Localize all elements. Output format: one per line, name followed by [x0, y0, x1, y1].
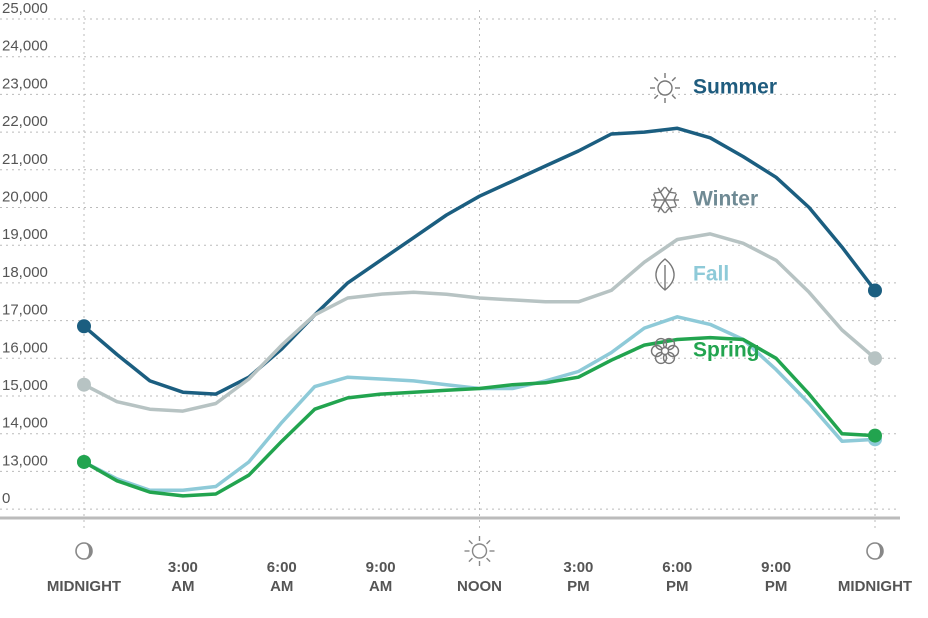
sun-ray [653, 76, 659, 82]
y-tick-label: 24,000 [2, 38, 48, 55]
end-dot [868, 428, 882, 443]
y-tick-label: 16,000 [2, 339, 48, 356]
end-dot [868, 283, 882, 298]
flake-tip [673, 193, 678, 201]
icon-flower [650, 337, 680, 365]
flake-arm [657, 199, 666, 213]
flake-tip [673, 199, 678, 207]
series-label: Summer [693, 76, 777, 99]
y-tick-label: 21,000 [2, 151, 48, 168]
icon-sun [464, 536, 495, 566]
flake-tip [669, 206, 677, 209]
petal [654, 351, 668, 365]
x-tick-label: PM [666, 578, 689, 595]
flower-core [660, 346, 670, 356]
y-tick-label: 0 [2, 490, 10, 507]
x-tick-label: AM [171, 578, 194, 595]
y-tick-label: 19,000 [2, 226, 48, 243]
flake-tip [669, 191, 677, 194]
sun-core [471, 543, 488, 559]
flake-tip [652, 193, 657, 201]
sun-ray [653, 94, 659, 100]
x-tick-label: 9:00 [761, 559, 791, 576]
flake-tip [652, 199, 657, 207]
series-line [83, 232, 877, 413]
end-dot [77, 377, 91, 392]
x-tick-label: PM [765, 578, 788, 595]
sun-ray [486, 557, 491, 563]
icon-moon [75, 542, 93, 560]
x-tick-label: 9:00 [366, 559, 396, 576]
petal [662, 351, 676, 365]
flake-tip [659, 207, 666, 214]
x-tick-label: MIDNIGHT [47, 578, 121, 595]
flake-tip [664, 207, 671, 214]
moon-fill [875, 543, 883, 559]
petal [654, 337, 668, 351]
icon-sun [650, 73, 680, 103]
end-dot [868, 351, 882, 366]
end-dot [77, 454, 91, 469]
y-tick-label: 25,000 [2, 0, 48, 17]
series-label: Spring [693, 339, 760, 362]
y-tick-label: 20,000 [2, 188, 48, 205]
moon-fill [84, 543, 92, 559]
sun-core [657, 80, 673, 96]
x-tick-label: 6:00 [267, 559, 297, 576]
y-tick-label: 22,000 [2, 113, 48, 130]
sun-ray [671, 76, 677, 82]
series-line [83, 335, 876, 498]
sun-ray [671, 94, 677, 100]
y-tick-label: 23,000 [2, 75, 48, 92]
x-tick-label: MIDNIGHT [838, 578, 912, 595]
y-tick-label: 15,000 [2, 377, 48, 394]
y-tick-label: 17,000 [2, 302, 48, 319]
x-tick-label: 6:00 [662, 559, 692, 576]
x-tick-label: NOON [457, 578, 502, 595]
series-label: Fall [693, 263, 729, 286]
x-tick-label: 3:00 [563, 559, 593, 576]
y-tick-label: 18,000 [2, 264, 48, 281]
x-tick-label: 3:00 [168, 559, 198, 576]
x-tick-label: PM [567, 578, 590, 595]
flake-tip [653, 191, 661, 194]
icon-leaf [655, 258, 675, 291]
series-line [82, 126, 877, 396]
flake-arm [664, 187, 673, 201]
petal [662, 337, 676, 351]
icon-snowflake [651, 186, 679, 214]
x-tick-label: AM [369, 578, 392, 595]
flake-arm [657, 187, 666, 201]
y-tick-label: 13,000 [2, 452, 48, 469]
icon-moon [866, 542, 884, 560]
sun-ray [468, 557, 473, 563]
x-tick-label: AM [270, 578, 293, 595]
flake-tip [653, 206, 661, 209]
sun-ray [486, 539, 491, 545]
flake-tip [659, 186, 666, 193]
y-tick-label: 14,000 [2, 415, 48, 432]
end-dot [77, 319, 91, 334]
leaf-shape [655, 258, 675, 291]
series-label: Winter [693, 188, 758, 211]
sun-ray [468, 539, 473, 545]
flake-arm [664, 199, 673, 213]
flake-tip [664, 186, 671, 193]
